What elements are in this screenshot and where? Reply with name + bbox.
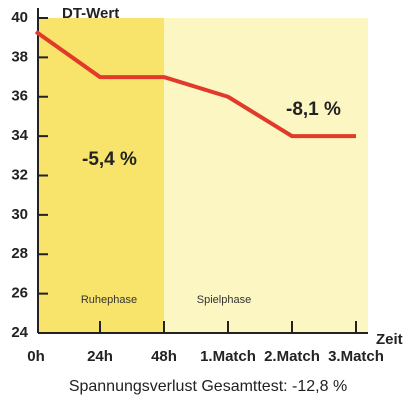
x-tick-label: 2.Match: [264, 348, 320, 365]
phase-label: Ruhephase: [81, 294, 137, 306]
x-tick-label: 1.Match: [200, 348, 256, 365]
y-axis-label: DT-Wert: [62, 5, 119, 22]
data-line: [34, 30, 356, 139]
annotation: -8,1 %: [286, 99, 341, 120]
phase-bg: [38, 18, 164, 333]
y-tick-label: 32: [11, 166, 28, 183]
y-tick-label: 40: [11, 9, 28, 26]
y-tick-label: 26: [11, 285, 28, 302]
x-tick-label: 0h: [27, 348, 45, 365]
background: [38, 18, 368, 333]
phase-bg: [164, 18, 368, 333]
y-tick-label: 28: [11, 245, 28, 262]
y-tick-label: 34: [11, 127, 28, 144]
phase-label: Spielphase: [197, 294, 251, 306]
x-tick-label: 3.Match: [328, 348, 384, 365]
y-tick-label: 24: [11, 324, 28, 341]
x-tick-label: 48h: [151, 348, 177, 365]
footer: Spannungsverlust Gesamttest: -12,8 %: [69, 378, 347, 395]
annotation: -5,4 %: [82, 149, 137, 170]
y-tick-label: 36: [11, 88, 28, 105]
y-tick-label: 30: [11, 206, 28, 223]
x-axis-label: Zeit: [376, 331, 403, 348]
y-tick-label: 38: [11, 48, 28, 65]
x-tick-label: 24h: [87, 348, 113, 365]
